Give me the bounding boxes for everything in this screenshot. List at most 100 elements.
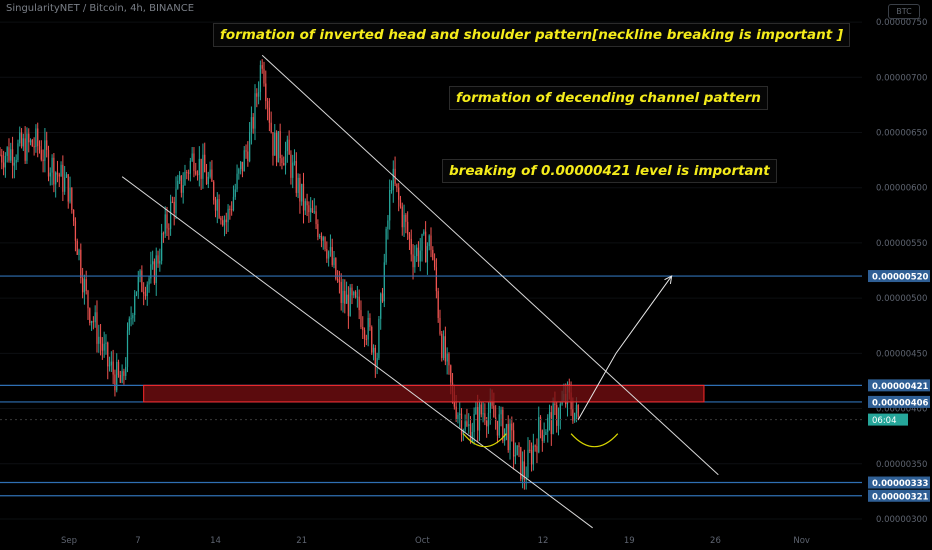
candle-body — [62, 164, 64, 192]
candle-body — [421, 234, 423, 251]
candle-body — [184, 172, 186, 186]
candle-body — [148, 278, 150, 285]
candle-body — [38, 146, 41, 151]
candle-body — [202, 154, 204, 179]
candle-body — [110, 361, 112, 366]
annotation-head-shoulder[interactable]: formation of inverted head and shoulder … — [213, 23, 851, 47]
candle-body — [284, 151, 287, 166]
candle-body — [441, 333, 443, 358]
projection-arrow — [577, 275, 673, 420]
candle-body — [37, 128, 39, 147]
candle-body — [6, 147, 8, 156]
candle-body — [83, 279, 86, 293]
left-shoulder — [462, 433, 507, 448]
candle-body — [315, 211, 317, 225]
annotation-level-break[interactable]: breaking of 0.00000421 level is importan… — [442, 159, 777, 183]
candle-body — [457, 414, 459, 419]
candle-body — [345, 294, 348, 304]
candle-body — [423, 231, 425, 235]
candle-body — [504, 428, 506, 442]
candle-body — [523, 461, 526, 480]
candle-body — [512, 430, 515, 457]
candle-body — [173, 201, 175, 214]
level-label: 0.00000406 — [872, 398, 929, 408]
candle-body — [146, 284, 148, 297]
candle-body — [222, 220, 224, 226]
trend-lines[interactable] — [121, 54, 719, 529]
candle-body — [529, 449, 531, 451]
candle-body — [426, 246, 429, 263]
candle-body — [64, 177, 66, 192]
candle-body — [248, 132, 251, 162]
candle-body — [143, 291, 145, 294]
candle-body — [329, 247, 332, 252]
candle-body — [536, 446, 538, 453]
candle-body — [369, 317, 371, 327]
candle-body — [231, 209, 233, 211]
candle-body — [376, 358, 378, 366]
candle-body — [17, 143, 19, 160]
candle-body — [245, 150, 247, 152]
candle-body — [396, 183, 398, 188]
candle-body — [304, 201, 306, 211]
candle-body — [191, 153, 193, 161]
time-tick-label: 21 — [296, 536, 307, 546]
candle-body — [207, 176, 209, 185]
candle-body — [180, 175, 183, 193]
candle-body — [360, 310, 362, 327]
candle-body — [342, 290, 344, 303]
candle-body — [469, 424, 472, 442]
candle-body — [46, 140, 48, 151]
candle-body — [73, 209, 75, 222]
time-tick-label: 7 — [135, 536, 140, 546]
candle-body — [117, 361, 120, 376]
candle-body — [378, 318, 380, 359]
candle-body — [164, 214, 166, 234]
candle-body — [87, 290, 89, 309]
candle-body — [383, 262, 385, 302]
candle-body — [168, 228, 170, 230]
candle-body — [205, 172, 208, 185]
candle-body — [81, 277, 84, 293]
candle-body — [487, 412, 490, 427]
candle-body — [277, 131, 279, 163]
time-tick-label: 26 — [710, 536, 721, 546]
candle-body — [362, 326, 364, 331]
candle-body — [344, 290, 346, 304]
time-axis[interactable]: Sep 7 14 21 Oct 12 19 26 Nov — [0, 530, 932, 550]
candle-body — [320, 235, 323, 241]
candle-body — [317, 224, 319, 237]
level-label-bg — [868, 489, 930, 502]
candle-body — [8, 147, 10, 161]
candle-body — [116, 361, 118, 391]
currency-button[interactable]: BTC — [888, 4, 920, 19]
level-label-bg — [868, 395, 930, 408]
resistance-zone[interactable] — [143, 384, 705, 403]
annotation-descending-channel[interactable]: formation of decending channel pattern — [449, 86, 768, 110]
level-label-bg — [868, 270, 930, 283]
chart-title: SingularityNET / Bitcoin, 4h, BINANCE — [6, 3, 195, 14]
time-tick-label: 19 — [624, 536, 635, 546]
candle-body — [80, 249, 82, 278]
candle-body — [243, 150, 245, 172]
candle-body — [365, 338, 367, 340]
price-tick-label: 0.00000650 — [876, 129, 927, 139]
candle-body — [496, 420, 499, 436]
candle-body — [125, 366, 127, 376]
candle-body — [252, 117, 254, 129]
candle-body — [229, 208, 231, 210]
candle-body — [214, 200, 217, 211]
candle-body — [225, 219, 227, 223]
candle-body — [466, 421, 468, 426]
candle-body — [545, 431, 547, 435]
candle-body — [92, 321, 95, 323]
candle-body — [473, 413, 475, 433]
candle-body — [433, 259, 436, 268]
candle-body — [200, 158, 202, 179]
candle-body — [534, 445, 536, 447]
candle-body — [11, 149, 14, 166]
time-tick-label: Sep — [61, 536, 77, 546]
candle-body — [532, 445, 534, 465]
